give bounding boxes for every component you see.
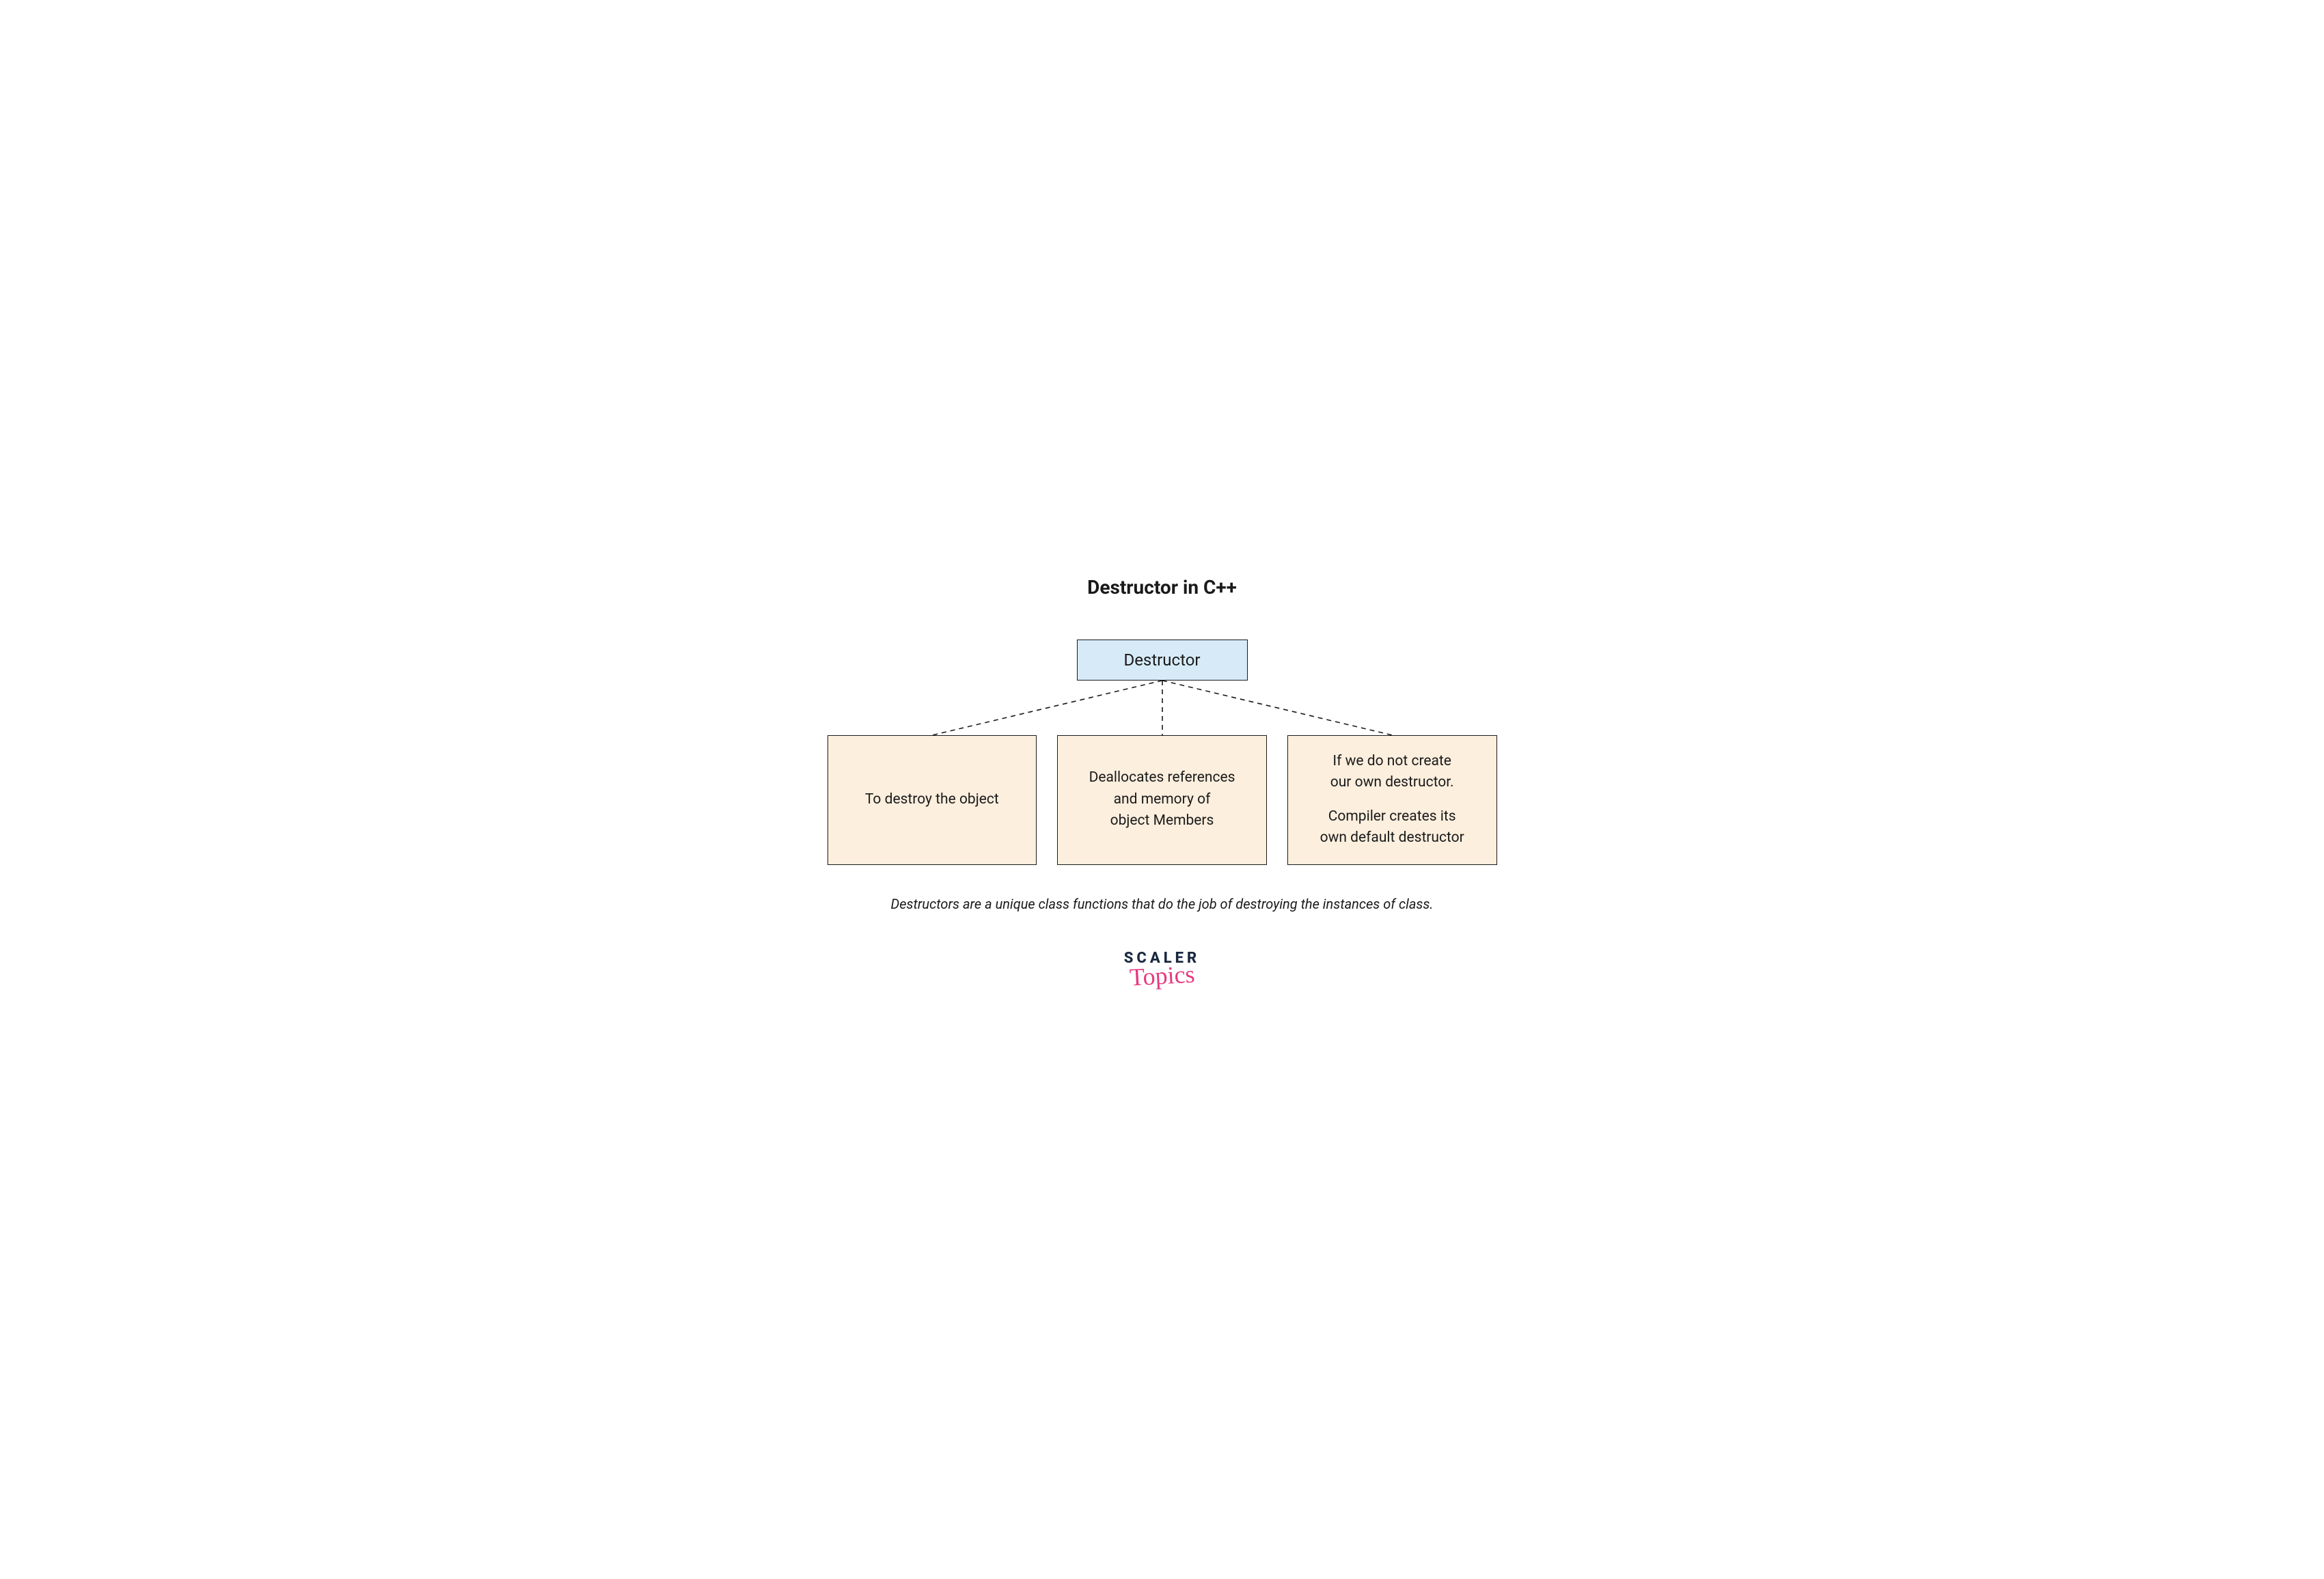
brand-logo: SCALER Topics	[828, 950, 1497, 990]
connector-lines	[828, 681, 1497, 735]
children-row: To destroy the object Deallocates referen…	[828, 735, 1497, 865]
diagram-container: Destructor in C++ Destructor To destroy …	[828, 549, 1497, 1031]
diagram-title: Destructor in C++	[828, 576, 1497, 599]
logo-line2: Topics	[1129, 959, 1196, 991]
root-node: Destructor	[1077, 640, 1248, 681]
caption-text: Destructors are a unique class functions…	[828, 896, 1497, 912]
child-node-text: To destroy the object	[865, 789, 999, 811]
child-node-0: To destroy the object	[828, 735, 1037, 865]
child-node-text: Deallocates referencesand memory ofobjec…	[1089, 767, 1235, 832]
child-node-2: If we do not createour own destructor. Co…	[1287, 735, 1497, 865]
child-node-text: Compiler creates itsown default destruct…	[1320, 806, 1464, 849]
root-node-label: Destructor	[1123, 650, 1200, 670]
child-node-text: If we do not createour own destructor.	[1330, 751, 1454, 794]
child-node-1: Deallocates referencesand memory ofobjec…	[1057, 735, 1267, 865]
